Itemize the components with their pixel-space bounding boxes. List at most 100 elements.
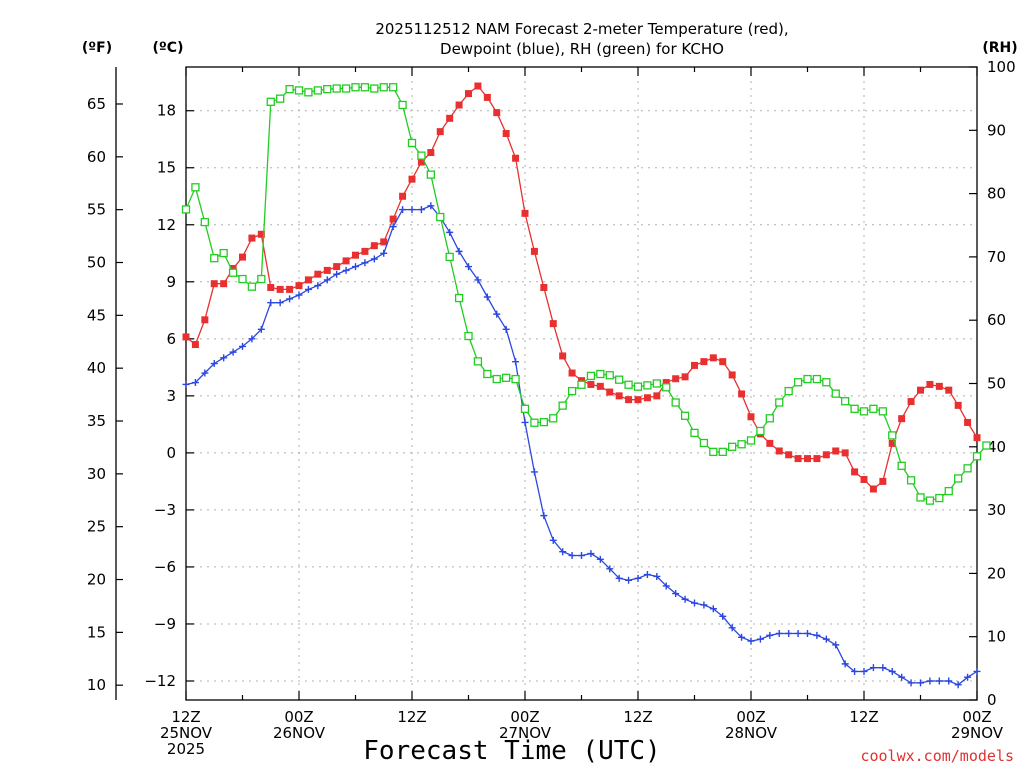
temperature-point [662, 379, 670, 387]
dewpoint-point [709, 605, 717, 613]
f-tick-label: 45 [87, 306, 106, 324]
temperature-point [323, 266, 331, 274]
rh-point [709, 447, 718, 457]
temperature-point [267, 284, 275, 292]
dewpoint-point [869, 664, 877, 672]
rh-point [210, 254, 219, 263]
temperature-point [352, 251, 359, 259]
c-tick-label: 9 [166, 273, 176, 291]
dewpoint-point [888, 667, 896, 675]
rh-point [332, 84, 341, 93]
x-tick-label: 00Z [736, 708, 765, 726]
rh-point [728, 442, 737, 451]
c-tick-label: 6 [166, 330, 176, 348]
temperature-point [182, 333, 190, 341]
dewpoint-point [700, 601, 708, 609]
rh-point [680, 411, 690, 420]
rh-point [200, 217, 209, 227]
c-tick-label: 18 [157, 102, 176, 120]
rh-point [511, 374, 520, 384]
rh-point [181, 205, 191, 214]
x-tick-label: 28NOV [725, 724, 778, 742]
axes: 101520253035404550556065−12−9−6−30369121… [87, 58, 1016, 758]
rh-tick-label: 10 [987, 628, 1006, 646]
chart-title-line-2: Dewpoint (blue), RH (green) for KCHO [440, 40, 724, 58]
dewpoint-point [954, 681, 962, 689]
dewpoint-point [220, 354, 228, 362]
dewpoint-point [785, 629, 793, 637]
temperature-point [559, 352, 567, 360]
dewpoint-point [653, 572, 661, 580]
temperature-point [917, 386, 924, 394]
temperature-point [738, 390, 746, 398]
rh-tick-label: 50 [987, 375, 1006, 393]
rh-point [596, 369, 605, 379]
dewpoint-point [756, 635, 764, 643]
rh-point [841, 397, 850, 406]
rh-point [294, 86, 304, 95]
x-tick-label: 12Z [849, 708, 878, 726]
fahrenheit-unit-label: (ºF) [82, 40, 112, 56]
temperature-point [813, 455, 821, 463]
rh-point [775, 398, 784, 407]
x-tick-label: 2025 [167, 740, 205, 758]
temperature-point [512, 154, 520, 162]
c-tick-label: −12 [144, 672, 176, 690]
temperature-point [201, 316, 209, 324]
c-tick-label: 0 [166, 444, 176, 462]
f-tick-label: 25 [87, 518, 106, 536]
temperature-point [380, 238, 388, 246]
data-series [181, 82, 991, 689]
rh-point [191, 183, 200, 192]
rh-point [445, 252, 454, 262]
dewpoint-point [191, 379, 199, 387]
rh-point [257, 274, 266, 284]
rh-point [935, 493, 944, 503]
rh-tick-label: 20 [987, 564, 1006, 582]
temperature-point [606, 388, 614, 396]
dewpoint-point [775, 629, 783, 637]
rh-point [398, 100, 407, 110]
dewpoint-point [945, 677, 953, 685]
temperature-point [832, 447, 840, 455]
rh-point [803, 374, 812, 384]
c-tick-label: 3 [166, 387, 176, 405]
dewpoint-point [596, 555, 604, 563]
series-line-2 [185, 86, 987, 502]
x-tick-label: 12Z [397, 708, 426, 726]
rh-point [906, 476, 916, 485]
f-tick-label: 60 [87, 148, 106, 166]
site-credit: coolwx.com/models [860, 747, 1014, 765]
dewpoint-point [926, 677, 934, 685]
rh-point [379, 83, 388, 92]
rh-point [615, 375, 624, 384]
f-tick-label: 10 [87, 676, 106, 694]
temperature-point [295, 282, 303, 290]
temperature-point [879, 477, 887, 485]
temperature-point [427, 149, 435, 157]
rh-point [690, 428, 699, 438]
temperature-point [841, 449, 849, 457]
dewpoint-point [549, 536, 557, 544]
rh-point [586, 371, 596, 381]
rh-point [756, 426, 765, 436]
dewpoint-point [502, 325, 510, 333]
celsius-unit-label: (ºC) [153, 40, 184, 56]
dewpoint-point [719, 612, 727, 620]
rh-point [492, 374, 501, 384]
dewpoint-point [323, 276, 331, 284]
x-tick-label: 27NOV [499, 724, 552, 742]
temperature-point [399, 192, 407, 200]
x-tick-label: 29NOV [951, 724, 1004, 742]
rh-point [276, 94, 285, 103]
dewpoint-point [935, 677, 943, 685]
rh-tick-label: 40 [987, 438, 1006, 456]
rh-point [266, 97, 275, 106]
rh-point [228, 268, 238, 277]
rh-point [633, 382, 643, 391]
dewpoint-point [766, 631, 774, 639]
rh-point [954, 474, 963, 483]
rh-point [850, 404, 859, 413]
temperature-point [907, 398, 915, 406]
